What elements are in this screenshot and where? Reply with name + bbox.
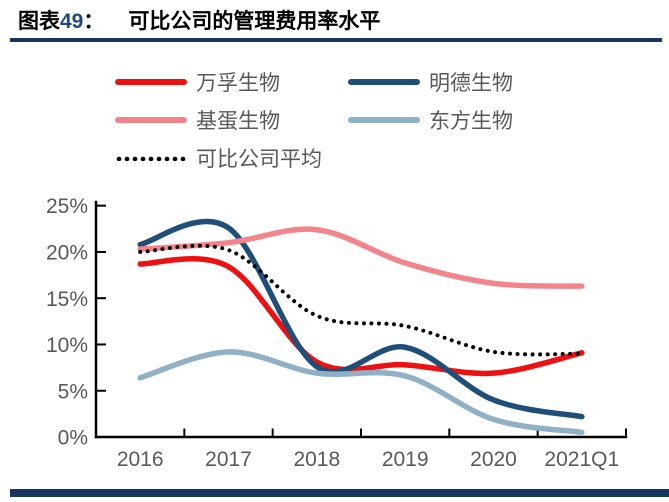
legend-swatch-lightblue-line (348, 117, 420, 123)
x-tick-label: 2021Q1 (544, 448, 619, 471)
x-tick-label: 2018 (293, 448, 340, 471)
y-tick-label: 15% (46, 288, 88, 311)
legend-item-jidan: 基蛋生物 (115, 101, 348, 139)
legend-label: 东方生物 (429, 110, 513, 133)
series-line-1 (137, 218, 585, 420)
legend-item-dongfang: 东方生物 (348, 101, 513, 139)
chart-legend: 万孚生物 明德生物 基蛋生物 东方生物 可比公司平均 (115, 63, 513, 177)
expense-ratio-line-chart: 25% 20% 15% 10% 5% 0% 2016 2017 2018 201… (46, 195, 628, 471)
y-tick-label: 20% (46, 242, 88, 265)
legend-item-mingde: 明德生物 (348, 63, 513, 101)
y-tick-label: 10% (46, 334, 88, 357)
y-tick-label: 5% (58, 380, 88, 403)
figure-title-text: 可比公司的管理费用率水平 (128, 10, 381, 33)
legend-label: 基蛋生物 (196, 110, 280, 133)
legend-label: 明德生物 (429, 72, 513, 95)
series-line-3 (137, 349, 585, 436)
x-tick-label: 2020 (470, 448, 517, 471)
x-tick-label: 2019 (382, 448, 429, 471)
legend-item-average: 可比公司平均 (115, 139, 513, 177)
x-tick-label: 2016 (117, 448, 164, 471)
title-divider-rule (10, 38, 662, 42)
legend-label: 万孚生物 (196, 72, 280, 95)
legend-swatch-darkblue-line (348, 79, 420, 85)
series-line-2 (137, 226, 585, 289)
figure-label-colon: ： (83, 10, 105, 33)
legend-swatch-dotted-line (115, 155, 187, 161)
legend-label: 可比公司平均 (196, 148, 322, 171)
x-tick-label: 2017 (205, 448, 252, 471)
page-footer-bar (10, 489, 669, 497)
figure-number: 49 (60, 10, 84, 33)
series-line-4 (138, 243, 584, 357)
legend-swatch-pink-line (115, 117, 187, 123)
y-tick-label: 25% (46, 195, 88, 218)
axis-ticks (95, 204, 627, 438)
y-tick-label: 0% (58, 427, 88, 450)
figure-title: 图表 49： 可比公司的管理费用率水平 (18, 5, 380, 35)
legend-swatch-red-line (115, 79, 187, 85)
figure-label-prefix: 图表 (18, 10, 60, 33)
series-lines (137, 218, 585, 436)
legend-item-wanfu: 万孚生物 (115, 63, 348, 101)
